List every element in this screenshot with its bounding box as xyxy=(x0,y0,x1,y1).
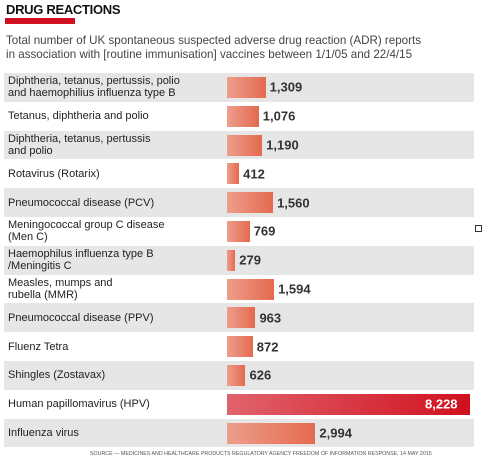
category-label: Measles, mumps and rubella (MMR) xyxy=(8,276,113,301)
value-label: 872 xyxy=(256,339,279,355)
value-label: 2,994 xyxy=(319,425,352,441)
bar-row: Fluenz Tetra 872 xyxy=(4,332,474,361)
bar xyxy=(227,192,274,214)
value-label: 963 xyxy=(259,310,282,326)
value-label: 1,309 xyxy=(269,79,303,95)
bar-row: Shingles (Zostavax) 626 xyxy=(4,360,474,390)
chart-title: DRUG REACTIONS xyxy=(6,2,121,17)
value-label: 1,190 xyxy=(266,137,299,153)
bar-row: Pneumococcal disease (PPV) 963 xyxy=(4,303,474,333)
bar xyxy=(227,220,250,242)
category-label: Rotavirus (Rotarix) xyxy=(8,167,100,180)
bar-row: Haemophilus influenza type B /Meningitis… xyxy=(4,245,474,275)
bar xyxy=(227,364,246,386)
bar xyxy=(227,134,263,156)
bar-row: Diphtheria, tetanus, pertussis and polio… xyxy=(4,130,474,160)
bar-row: Measles, mumps and rubella (MMR) 1,594 xyxy=(4,275,474,304)
bar xyxy=(227,336,253,358)
category-label: Haemophilus influenza type B /Meningitis… xyxy=(8,248,154,273)
category-label: Fluenz Tetra xyxy=(8,340,69,353)
bar xyxy=(227,163,240,185)
bar xyxy=(227,307,256,329)
value-label: 279 xyxy=(239,252,261,268)
category-label: Diphtheria, tetanus, pertussis and polio xyxy=(8,132,151,157)
bar xyxy=(227,393,470,415)
category-label: Human papillomavirus (HPV) xyxy=(8,398,150,411)
bar-row: Tetanus, diphtheria and polio 1,076 xyxy=(4,102,474,131)
bar-row: Influenza virus 2,994 xyxy=(4,418,474,448)
bar-row: Rotavirus (Rotarix) 412 xyxy=(4,159,474,188)
value-label: 412 xyxy=(243,166,265,182)
chart-subtitle: Total number of UK spontaneous suspected… xyxy=(6,34,422,61)
value-label: 1,076 xyxy=(262,108,296,124)
title-underline xyxy=(5,18,75,24)
value-label: 8,228 xyxy=(425,396,458,412)
bar xyxy=(227,422,316,444)
bar xyxy=(227,278,275,300)
value-label: 1,594 xyxy=(278,281,311,297)
bar xyxy=(227,105,259,127)
marker xyxy=(475,225,482,232)
bar-row: Diphtheria, tetanus, pertussis, polio an… xyxy=(4,73,474,102)
value-label: 769 xyxy=(253,223,276,239)
value-label: 1,560 xyxy=(277,195,310,211)
bar-row: Pneumococcal disease (PCV) 1,560 xyxy=(4,188,474,217)
bar-row: Human papillomavirus (HPV) 8,228 xyxy=(4,390,474,419)
category-label: Pneumococcal disease (PPV) xyxy=(8,311,154,324)
category-label: Meningococcal group C disease (Men C) xyxy=(8,219,165,244)
bar xyxy=(227,77,266,98)
category-label: Shingles (Zostavax) xyxy=(8,369,106,382)
category-label: Influenza virus xyxy=(8,426,79,439)
category-label: Diphtheria, tetanus, pertussis, polio an… xyxy=(8,75,180,100)
bar-rows: Diphtheria, tetanus, pertussis, polio an… xyxy=(4,73,474,448)
category-label: Tetanus, diphtheria and polio xyxy=(8,110,149,123)
category-label: Pneumococcal disease (PCV) xyxy=(8,196,155,209)
source-note: SOURCE — MEDICINES AND HEALTHCARE PRODUC… xyxy=(90,451,432,457)
value-label: 626 xyxy=(249,367,272,383)
bar-row: Meningococcal group C disease (Men C) 769 xyxy=(4,217,474,246)
bar xyxy=(227,249,236,271)
